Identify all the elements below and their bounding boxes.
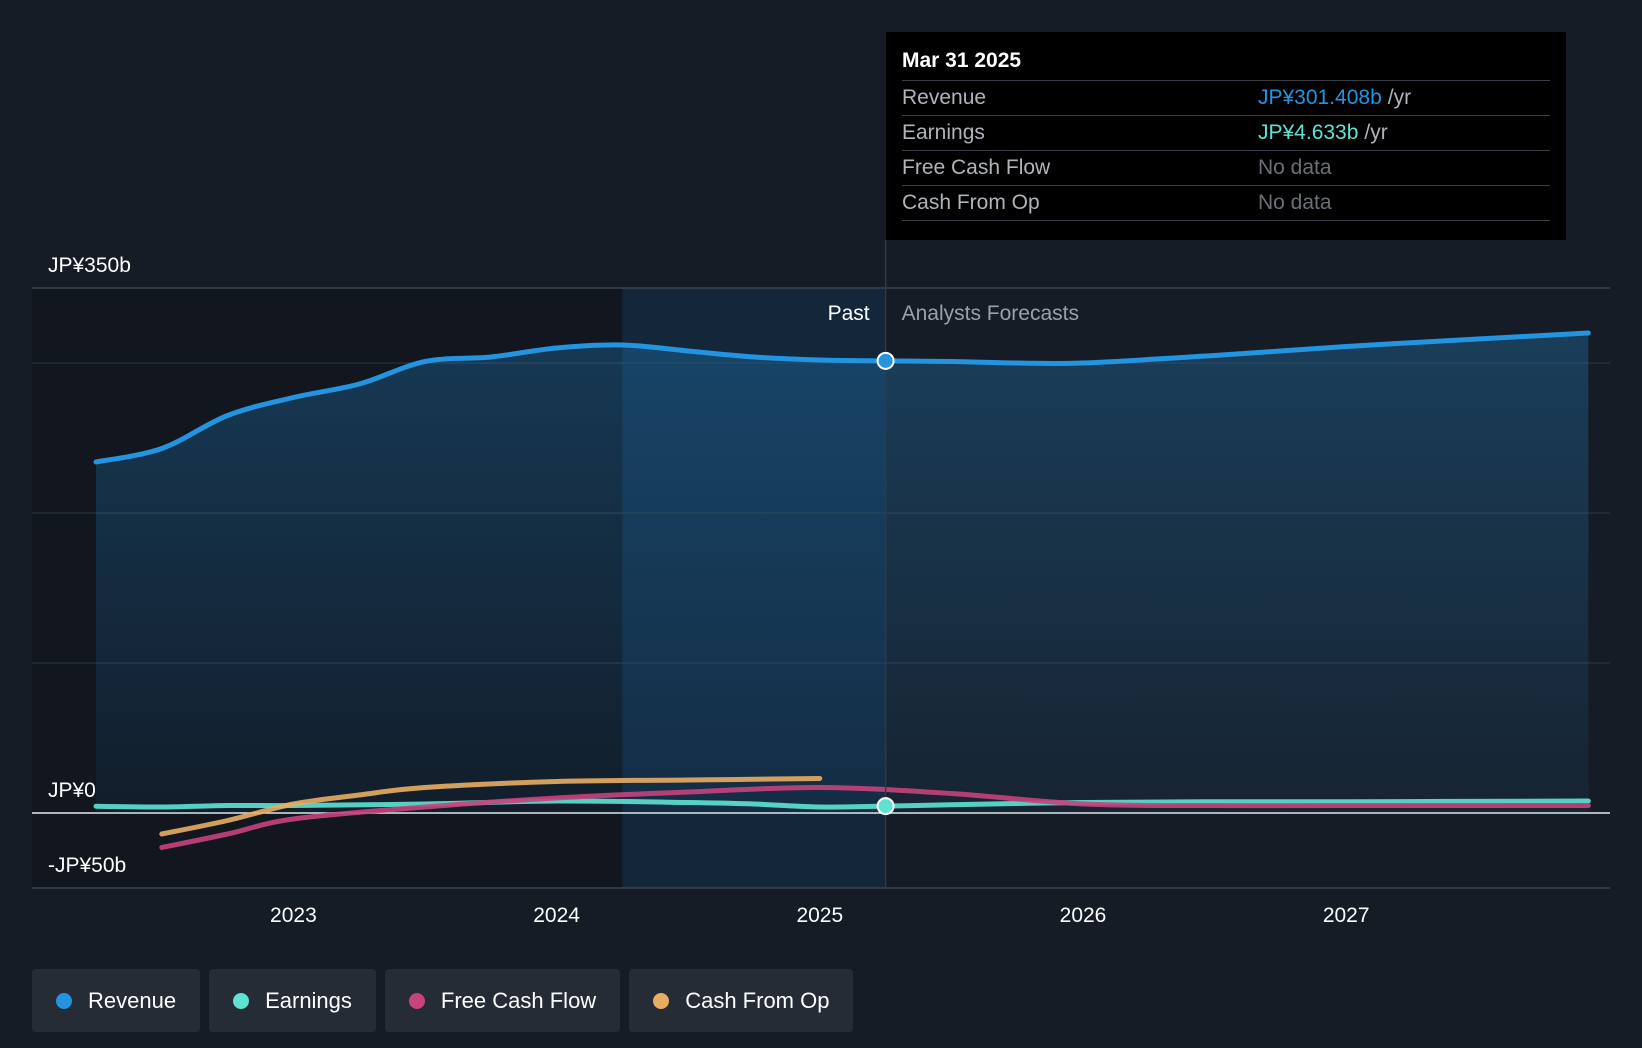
past-label: Past [828,302,870,325]
forecast-label: Analysts Forecasts [902,302,1079,325]
x-tick-label: 2027 [1323,904,1370,927]
chart-legend: Revenue Earnings Free Cash Flow Cash From O… [32,969,854,1032]
tooltip-row-label: Earnings [902,121,985,144]
earnings-marker [876,797,895,816]
legend-label: Free Cash Flow [440,987,597,1013]
y-tick-label: JP¥350b [48,254,131,277]
legend-dot-icon [408,992,425,1009]
tooltip-row-value: No data [1258,156,1332,179]
hover-tooltip: Mar 31 2025 Revenue JP¥301.408b/yr Earning… [886,32,1566,240]
x-tick-label: 2025 [796,904,843,927]
revenue-line [93,330,1591,465]
y-tick-label: -JP¥50b [48,854,126,877]
tooltip-date: Mar 31 2025 [902,49,1022,72]
hover-markers [876,351,895,816]
axis-labels: JP¥350b JP¥0 -JP¥50b 2023 2024 2025 2026 2027 [48,254,1370,927]
tooltip-row-earnings: Earnings JP¥4.633b/yr [902,115,1550,150]
legend-item-free-cash-flow[interactable]: Free Cash Flow [384,969,621,1032]
earnings-line [93,798,1591,810]
tooltip-row-unit: /yr [1364,121,1388,144]
legend-item-revenue[interactable]: Revenue [32,969,201,1032]
legend-item-earnings[interactable]: Earnings [209,969,376,1032]
legend-dot-icon [233,992,250,1009]
series-lines [93,330,1591,850]
tooltip-row-unit: /yr [1387,86,1412,109]
tooltip-row-label: Cash From Op [902,191,1040,214]
area-layer [96,333,1589,813]
tooltip-row-value: No data [1258,191,1332,214]
legend-label: Earnings [265,987,352,1013]
x-tick-label: 2024 [533,904,580,927]
free-cash-flow-line [159,784,1591,850]
legend-item-cash-from-op[interactable]: Cash From Op [629,969,854,1032]
tooltip-row-cash-from-op: Cash From Op No data [902,185,1550,221]
x-tick-label: 2026 [1060,904,1107,927]
legend-dot-icon [653,992,670,1009]
cash-from-op-line [159,776,823,837]
tooltip-row-value: JP¥301.408b [1258,86,1382,109]
tooltip-rows: Revenue JP¥301.408b/yr Earnings JP¥4.633b/y… [902,80,1550,221]
legend-label: Cash From Op [685,987,830,1013]
tooltip-row-value: JP¥4.633b [1258,121,1359,144]
tooltip-row-label: Revenue [902,86,987,109]
legend-label: Revenue [88,987,177,1013]
x-tick-label: 2023 [270,904,317,927]
revenue-marker [876,351,895,370]
tooltip-row-label: Free Cash Flow [902,156,1051,179]
legend-dot-icon [56,992,72,1009]
tooltip-row-revenue: Revenue JP¥301.408b/yr [902,80,1550,115]
tooltip-row-free-cash-flow: Free Cash Flow No data [902,150,1550,185]
y-tick-label: JP¥0 [48,779,96,802]
revenue-area [96,333,1589,813]
